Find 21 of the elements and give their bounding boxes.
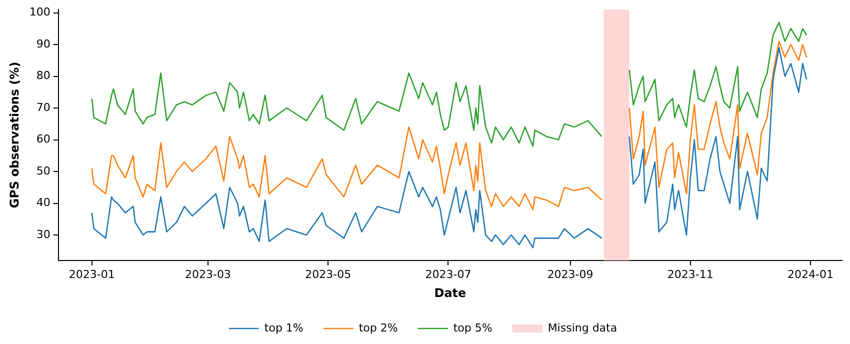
x-tick-label: 2023-09 [547,268,594,281]
legend-label: top 1% [264,321,304,334]
x-tick-label: 2023-03 [185,268,232,281]
x-tick-label: 2023-11 [667,268,714,281]
y-axis-title: GPS observations (%) [7,62,22,208]
y-tick-label: 80 [36,69,50,82]
x-tick-label: 2023-01 [68,268,115,281]
x-tick-label: 2023-07 [425,268,472,281]
y-tick-label: 50 [36,164,50,178]
y-tick-label: 90 [36,37,50,50]
y-tick-label: 40 [36,196,50,210]
x-tick-label: 2024-01 [788,268,834,281]
y-tick-label: 60 [36,132,50,146]
y-tick-label: 100 [29,6,50,19]
y-tick-label: 70 [36,100,50,114]
y-tick-label: 30 [36,228,50,241]
x-tick-label: 2023-05 [305,268,352,281]
x-axis-title: Date [434,286,466,300]
legend-label: top 2% [358,321,398,334]
legend-label: Missing data [548,321,618,334]
legend-label: top 5% [453,321,492,334]
